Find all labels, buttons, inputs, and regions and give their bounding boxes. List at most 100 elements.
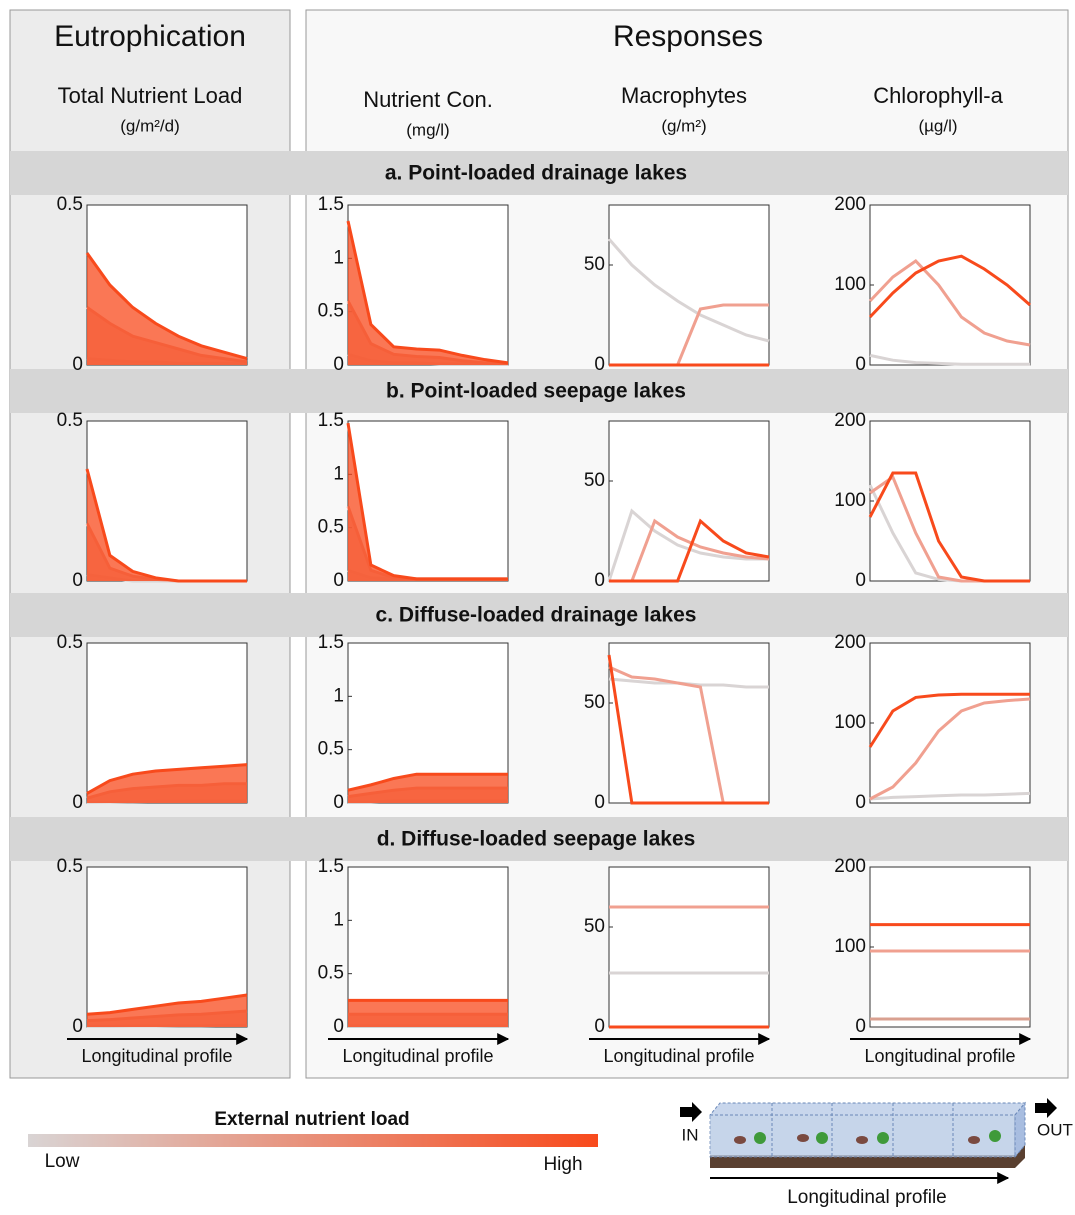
y-tick-label: 1 bbox=[333, 463, 344, 484]
y-tick-label: 1.5 bbox=[318, 632, 344, 653]
area bbox=[348, 221, 508, 365]
diagram-axis-label: Longitudinal profile bbox=[787, 1187, 947, 1208]
y-tick-label: 0 bbox=[72, 570, 83, 591]
plot-area bbox=[347, 420, 509, 582]
y-tick-label: 0.5 bbox=[318, 963, 344, 984]
y-tick-label: 0 bbox=[333, 1016, 344, 1037]
line bbox=[868, 692, 1030, 748]
row-title: d. Diffuse-loaded seepage lakes bbox=[377, 828, 696, 851]
line bbox=[609, 518, 770, 583]
line bbox=[869, 791, 1031, 801]
legend-title: External nutrient load bbox=[214, 1109, 409, 1130]
y-tick-label: 0 bbox=[594, 570, 605, 591]
line bbox=[607, 238, 770, 343]
y-tick-label: 0 bbox=[333, 570, 344, 591]
line bbox=[607, 654, 769, 805]
row-title: c. Diffuse-loaded drainage lakes bbox=[376, 604, 697, 627]
column-title: Chlorophyll-a bbox=[873, 83, 1003, 108]
y-tick-label: 1.5 bbox=[318, 856, 344, 877]
panels: Total Nutrient Load (g/m²/d) Nutrient Con.… bbox=[10, 83, 1068, 1066]
y-tick-label: 0 bbox=[594, 354, 605, 375]
line bbox=[86, 763, 248, 795]
column-unit: (g/m²/d) bbox=[120, 116, 180, 135]
y-tick-label: 1 bbox=[333, 685, 344, 706]
row-band bbox=[10, 151, 1068, 195]
line bbox=[868, 254, 1031, 319]
area bbox=[348, 423, 508, 581]
plot-area bbox=[86, 420, 248, 582]
plot-area bbox=[869, 866, 1031, 1028]
line bbox=[869, 697, 1031, 801]
y-tick-label: 1.5 bbox=[318, 410, 344, 431]
plot-area bbox=[608, 204, 770, 366]
y-tick-label: 0 bbox=[72, 792, 83, 813]
y-tick-label: 0 bbox=[855, 570, 866, 591]
area bbox=[87, 995, 247, 1027]
y-tick-label: 0.5 bbox=[57, 194, 83, 215]
y-tick-label: 100 bbox=[834, 490, 866, 511]
area bbox=[348, 1000, 508, 1027]
y-tick-label: 100 bbox=[834, 274, 866, 295]
line bbox=[868, 471, 1030, 583]
line bbox=[347, 772, 508, 792]
column-title: Total Nutrient Load bbox=[58, 83, 243, 108]
area bbox=[87, 253, 247, 365]
y-tick-label: 1 bbox=[333, 909, 344, 930]
line bbox=[346, 220, 509, 365]
x-axis-label: Longitudinal profile bbox=[864, 1046, 1015, 1066]
y-tick-label: 200 bbox=[834, 856, 866, 877]
line bbox=[609, 518, 770, 583]
y-tick-label: 0 bbox=[72, 1016, 83, 1037]
diagram-in: IN bbox=[682, 1125, 699, 1144]
area bbox=[87, 469, 247, 581]
y-tick-label: 0.5 bbox=[57, 410, 83, 431]
y-tick-label: 0 bbox=[333, 792, 344, 813]
line bbox=[85, 252, 248, 361]
y-tick-label: 0 bbox=[72, 354, 83, 375]
row-band bbox=[10, 593, 1068, 637]
y-tick-label: 50 bbox=[584, 254, 605, 275]
line bbox=[869, 353, 1030, 366]
y-tick-label: 0.5 bbox=[318, 739, 344, 760]
y-tick-label: 50 bbox=[584, 916, 605, 937]
y-tick-label: 0 bbox=[594, 1016, 605, 1037]
y-tick-label: 0 bbox=[855, 1016, 866, 1037]
y-tick-label: 50 bbox=[584, 470, 605, 491]
right-title: Responses bbox=[613, 20, 763, 53]
plot-area bbox=[869, 420, 1031, 582]
y-tick-label: 0 bbox=[855, 354, 866, 375]
y-tick-label: 0.5 bbox=[57, 632, 83, 653]
y-tick-label: 1 bbox=[333, 247, 344, 268]
line bbox=[86, 993, 248, 1016]
left-title: Eutrophication bbox=[54, 20, 246, 53]
y-tick-label: 0.5 bbox=[318, 301, 344, 322]
column-title: Nutrient Con. bbox=[363, 87, 493, 112]
plot-area bbox=[608, 866, 770, 1028]
row-title: a. Point-loaded drainage lakes bbox=[385, 162, 687, 185]
y-tick-label: 50 bbox=[584, 692, 605, 713]
y-tick-label: 0 bbox=[855, 792, 866, 813]
y-tick-label: 0.5 bbox=[318, 517, 344, 538]
y-tick-label: 200 bbox=[834, 410, 866, 431]
lake-diagram bbox=[680, 1098, 1057, 1184]
legend-gradient bbox=[28, 1134, 598, 1147]
line bbox=[868, 259, 1031, 347]
column-unit: (µg/l) bbox=[918, 116, 957, 135]
line bbox=[85, 468, 247, 583]
y-tick-label: 1.5 bbox=[318, 194, 344, 215]
y-tick-label: 200 bbox=[834, 194, 866, 215]
y-tick-label: 0 bbox=[333, 354, 344, 375]
column-unit: (g/m²) bbox=[661, 116, 706, 135]
y-tick-label: 100 bbox=[834, 936, 866, 957]
column-title: Macrophytes bbox=[621, 83, 747, 108]
x-axis-label: Longitudinal profile bbox=[603, 1046, 754, 1066]
line bbox=[346, 422, 508, 581]
x-axis-label: Longitudinal profile bbox=[342, 1046, 493, 1066]
y-tick-label: 200 bbox=[834, 632, 866, 653]
y-tick-label: 0.5 bbox=[57, 856, 83, 877]
row-title: b. Point-loaded seepage lakes bbox=[386, 380, 686, 403]
row-band bbox=[10, 369, 1068, 413]
diagram-out: OUT bbox=[1037, 1120, 1073, 1139]
